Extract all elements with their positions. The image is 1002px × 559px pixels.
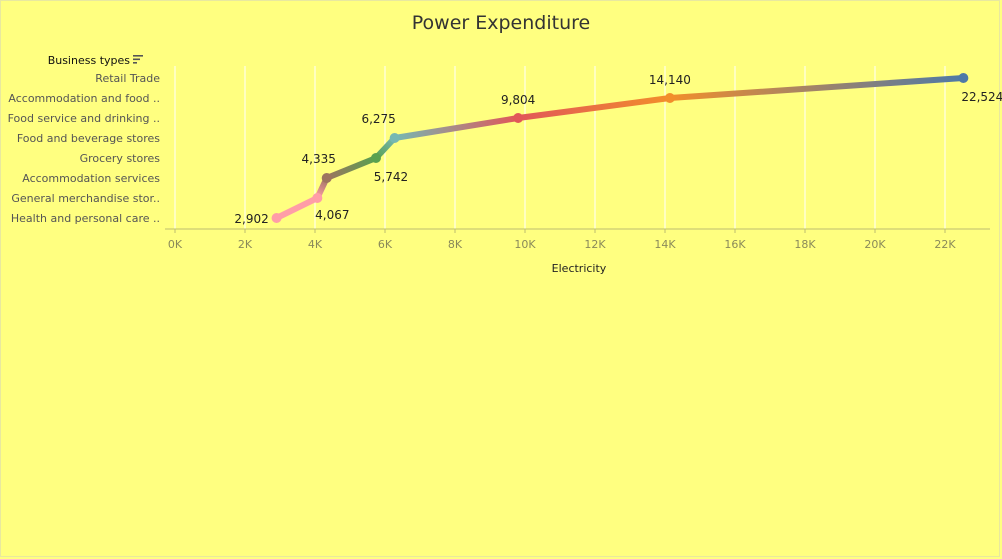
y-category-label[interactable]: Accommodation services (22, 172, 160, 185)
x-tick-label: 12K (584, 238, 606, 251)
y-category-label[interactable]: General merchandise stor.. (11, 192, 160, 205)
line-segment (323, 155, 379, 181)
line-segment (391, 115, 522, 141)
data-point[interactable] (389, 133, 400, 143)
x-tick-label: 2K (238, 238, 253, 251)
chart-title: Power Expenditure (411, 12, 591, 34)
x-tick-label: 22K (934, 238, 956, 251)
y-category-label[interactable]: Health and personal care .. (11, 212, 160, 225)
y-category-label[interactable]: Food service and drinking .. (8, 112, 160, 125)
x-tick-label: 20K (864, 238, 886, 251)
data-points (271, 73, 969, 223)
data-point[interactable] (958, 73, 969, 83)
grid (174, 66, 946, 229)
x-tick-label: 10K (514, 238, 536, 251)
y-axis-title[interactable]: Business types (48, 54, 131, 67)
x-tick-label: 18K (794, 238, 816, 251)
data-label: 2,902 (234, 212, 268, 226)
data-label: 4,335 (302, 152, 336, 166)
x-axis: 0K 2K 4K 6K 8K 10K 12K 14K 16K 18K 20K 22K (165, 228, 990, 251)
x-tick-label: 0K (168, 238, 183, 251)
data-point[interactable] (312, 193, 323, 203)
data-point[interactable] (271, 213, 282, 223)
data-label: 5,742 (374, 170, 408, 184)
data-label: 14,140 (649, 73, 691, 87)
data-labels: 22,524 14,140 9,804 6,275 5,742 4,335 4,067 2,9… (234, 73, 1002, 226)
y-axis: Retail Trade Accommodation and food .. Foo… (8, 72, 161, 225)
y-category-label[interactable]: Retail Trade (95, 72, 160, 85)
x-tick-label: 16K (724, 238, 746, 251)
y-category-label[interactable]: Grocery stores (80, 152, 161, 165)
y-category-label[interactable]: Food and beverage stores (17, 132, 160, 145)
data-label: 4,067 (315, 208, 349, 222)
x-tick-label: 8K (448, 238, 463, 251)
line-segment (515, 95, 673, 121)
line-segment (273, 195, 321, 221)
x-tick-label: 6K (378, 238, 393, 251)
line-segment (666, 75, 967, 101)
x-tick-label: 14K (654, 238, 676, 251)
series-line (273, 75, 967, 221)
y-category-label[interactable]: Accommodation and food .. (8, 92, 160, 105)
data-label: 6,275 (361, 112, 395, 126)
data-point[interactable] (321, 173, 332, 183)
data-point[interactable] (664, 93, 675, 103)
data-label: 22,524 (961, 90, 1002, 104)
sort-descending-icon[interactable] (133, 55, 143, 64)
data-point[interactable] (370, 153, 381, 163)
data-label: 9,804 (501, 93, 535, 107)
x-axis-title: Electricity (552, 262, 607, 275)
x-tick-label: 4K (308, 238, 323, 251)
data-point[interactable] (513, 113, 524, 123)
